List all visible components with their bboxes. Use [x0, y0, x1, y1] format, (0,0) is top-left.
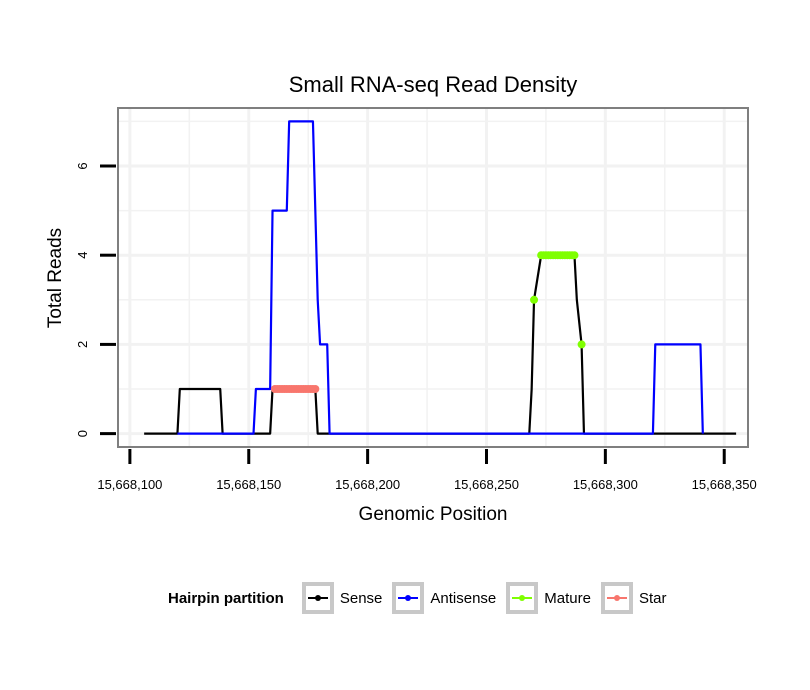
legend-key-sense	[301, 582, 334, 614]
legend-label-sense: Sense	[339, 589, 383, 607]
y-tick-label: 2	[75, 341, 90, 348]
x-tick-label: 15,668,100	[97, 477, 162, 492]
data-point-star	[311, 385, 320, 394]
chart-title: Small RNA-seq Read Density	[289, 72, 578, 97]
plot-panel-border	[117, 107, 749, 448]
legend-label-star: Star	[638, 589, 667, 607]
legend-label-mature: Mature	[544, 589, 591, 607]
legend-title: Hairpin partition	[168, 589, 284, 607]
y-tick-label: 4	[75, 252, 90, 259]
legend-key-mature	[506, 582, 539, 614]
axes: 15,668,100 15,668,150 15,668,200 15,668,250…	[75, 162, 757, 492]
y-axis-title: Total Reads	[45, 228, 66, 328]
x-tick-label: 15,668,150	[216, 477, 281, 492]
legend-label-antisense: Antisense	[430, 589, 497, 607]
grid-lines	[118, 108, 748, 447]
y-tick-label: 0	[75, 430, 90, 437]
data-point-mature	[577, 340, 586, 349]
data-point-mature	[570, 251, 579, 260]
legend-key-star	[600, 582, 633, 614]
x-tick-label: 15,668,300	[573, 477, 638, 492]
series-layer	[144, 120, 737, 435]
series-line-antisense	[177, 120, 704, 435]
legend-key-antisense	[392, 582, 425, 614]
x-tick-label: 15,668,350	[692, 477, 757, 492]
x-tick-label: 15,668,250	[454, 477, 519, 492]
data-point-mature	[530, 295, 539, 304]
legend: Hairpin partition Sense Antisense Mature…	[168, 578, 676, 618]
x-tick-label: 15,668,200	[335, 477, 400, 492]
y-tick-label: 6	[75, 162, 90, 169]
x-axis-title: Genomic Position	[359, 504, 508, 525]
